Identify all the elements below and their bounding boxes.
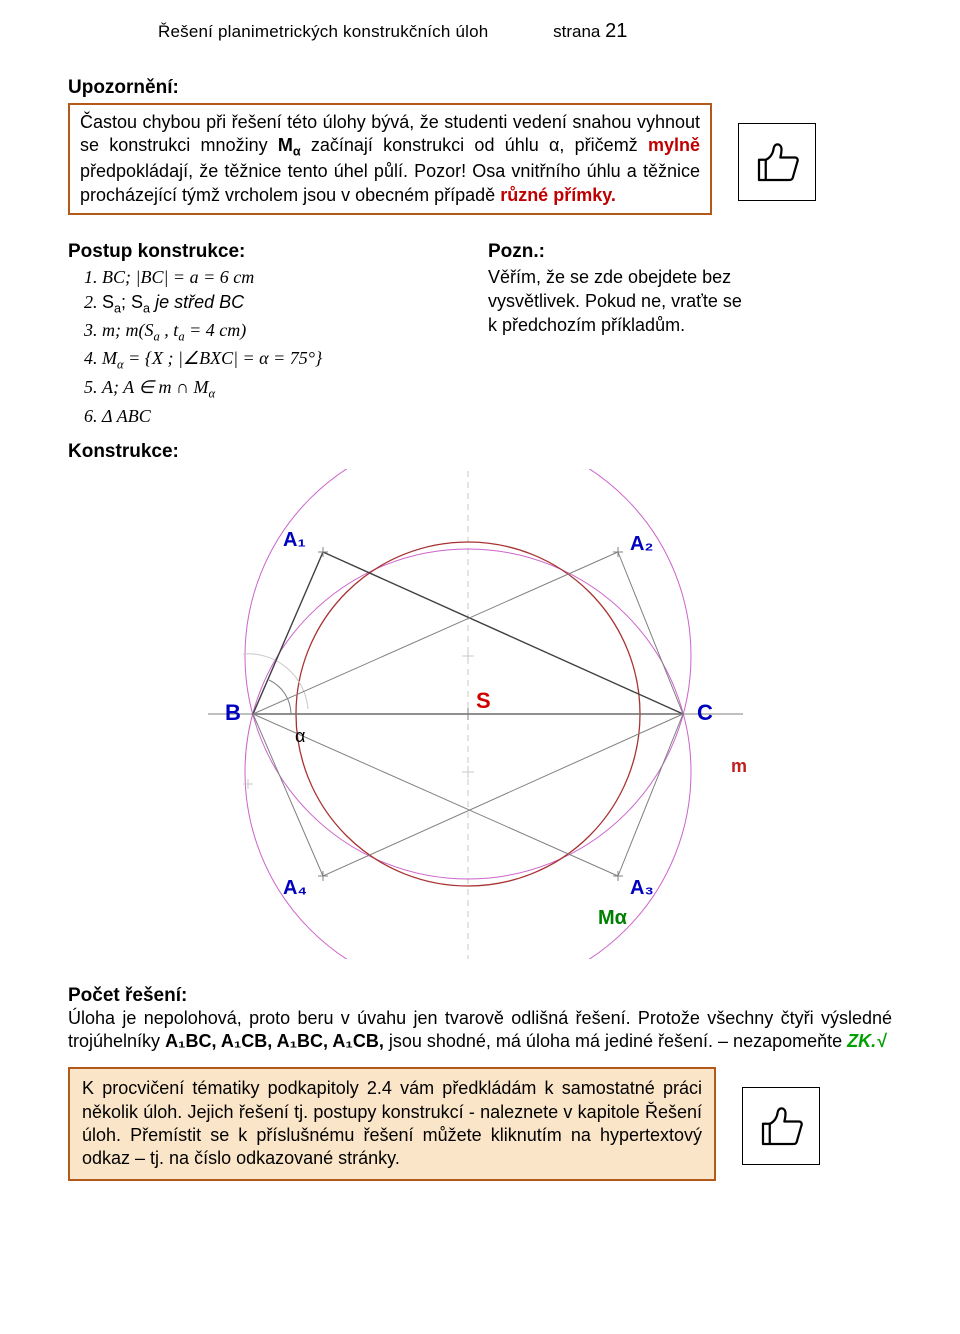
step-4: Mα = {X ; |∠BXC| = α = 75°}: [102, 348, 428, 373]
step-5: A; A ∈ m ∩ Mα: [102, 377, 428, 402]
svg-text:m: m: [731, 756, 747, 776]
solution-zk: ZK.√: [847, 1031, 886, 1051]
thumbs-up-icon-box: [738, 123, 816, 201]
steps-list: BC; |BC| = a = 6 cm Sa; Sa je střed BC m…: [74, 267, 428, 426]
solution-tri-list: A₁BC, A₁CB, A₁BC, A₁CB,: [165, 1031, 384, 1051]
header-title: Řešení planimetrických konstrukčních úlo…: [158, 22, 488, 41]
svg-text:C: C: [697, 700, 713, 725]
warning-heading: Upozornění:: [68, 77, 892, 99]
step-3: m; m(Sa , ta = 4 cm): [102, 320, 428, 345]
exercise-text: K procvičení tématiky podkapitoly 2.4 vá…: [82, 1078, 702, 1168]
construction-heading: Konstrukce:: [68, 441, 892, 463]
svg-text:B: B: [225, 700, 241, 725]
svg-text:S: S: [476, 688, 491, 713]
svg-text:Mα: Mα: [598, 907, 628, 929]
steps-heading: Postup konstrukce:: [68, 241, 428, 263]
thumbs-up-icon: [750, 135, 804, 189]
construction-diagram: A₁ A₂ A₃ A₄ B C Sα m Mα: [68, 469, 892, 969]
step-1: BC; |BC| = a = 6 cm: [102, 267, 428, 288]
page-header: Řešení planimetrických konstrukčních úlo…: [68, 20, 892, 43]
warning-ruzne: různé přímky.: [500, 185, 616, 205]
solution-text: Úloha je nepolohová, proto beru v úvahu …: [68, 1007, 892, 1054]
svg-text:α: α: [295, 726, 305, 746]
svg-text:A₂: A₂: [630, 533, 653, 555]
header-page-label: strana: [553, 22, 600, 41]
warning-text-2: začínají konstrukci od úhlu α, přičemž: [301, 135, 648, 155]
thumbs-up-icon-box-2: [742, 1087, 820, 1165]
exercise-box: K procvičení tématiky podkapitoly 2.4 vá…: [68, 1067, 716, 1181]
warning-mylne: mylně: [648, 135, 700, 155]
thumbs-up-icon: [754, 1099, 808, 1153]
step-6: Δ ABC: [102, 406, 428, 427]
warning-malpha: Mα: [278, 135, 301, 155]
warning-box: Častou chybou při řešení této úlohy bývá…: [68, 103, 712, 215]
header-page-num: 21: [605, 20, 627, 42]
svg-text:A₄: A₄: [283, 877, 307, 899]
solution-heading: Počet řešení:: [68, 985, 892, 1007]
notes-line-3: k předchozím příkladům.: [488, 315, 828, 336]
notes-line-1: Věřím, že se zde obejdete bez: [488, 267, 828, 288]
svg-text:A₃: A₃: [630, 877, 654, 899]
notes-line-2: vysvětlivek. Pokud ne, vraťte se: [488, 291, 828, 312]
notes-heading: Pozn.:: [488, 241, 828, 263]
svg-text:A₁: A₁: [283, 529, 306, 551]
step-2: Sa; Sa je střed BC: [102, 292, 428, 316]
